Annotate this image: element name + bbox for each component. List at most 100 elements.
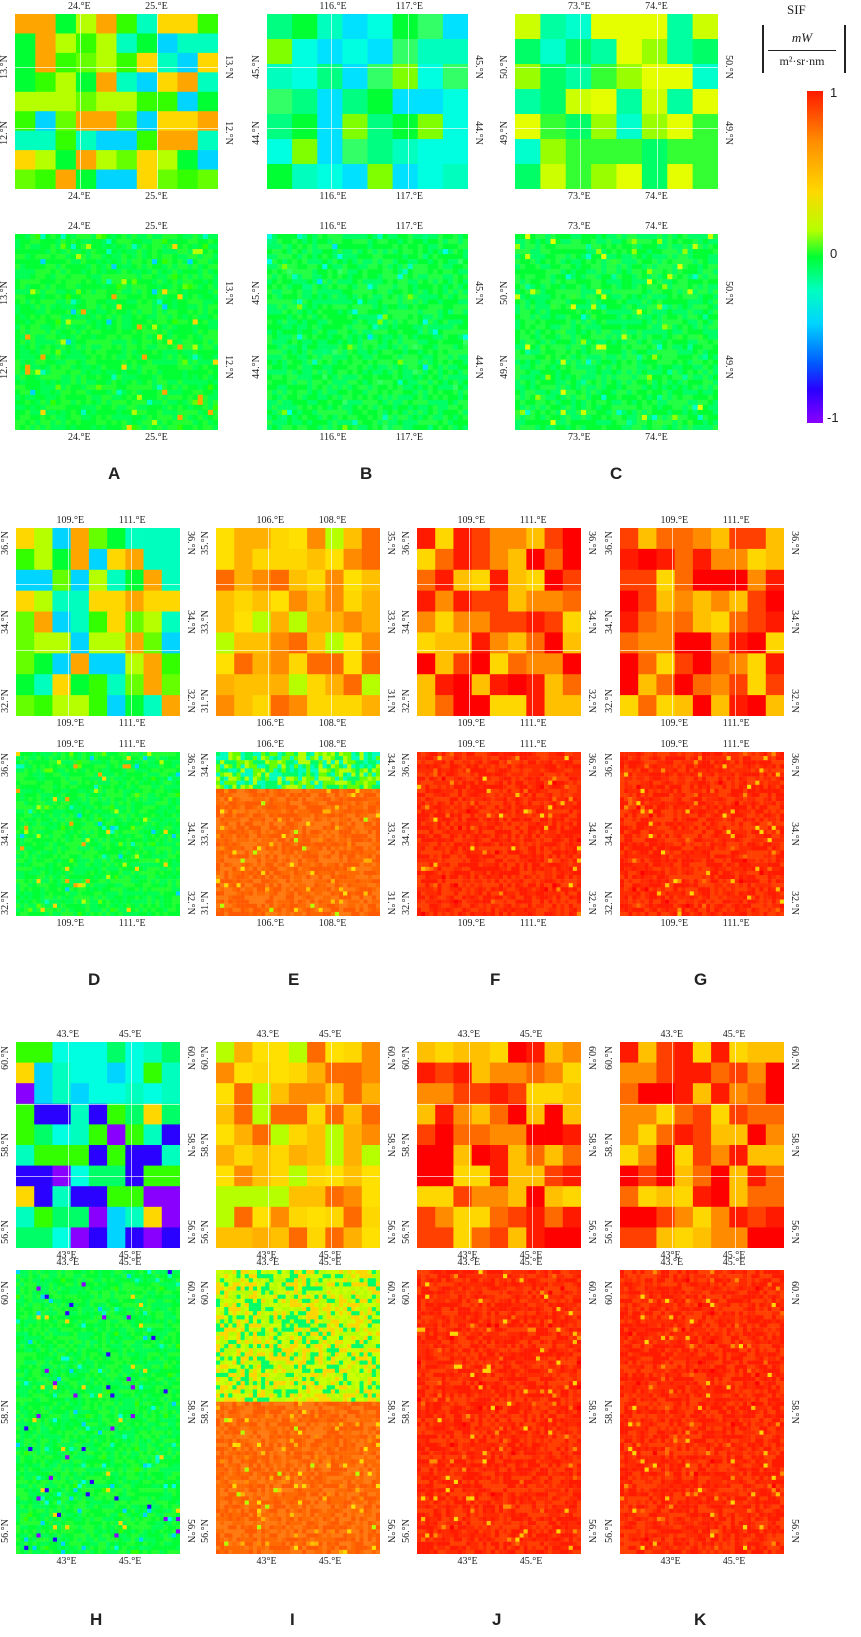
pixel (35, 259, 41, 265)
pixel (432, 349, 439, 355)
pixel (91, 254, 97, 260)
pixel (596, 334, 602, 340)
pixel (452, 314, 459, 320)
pixel (192, 269, 198, 275)
pixel (570, 329, 577, 335)
pixel (60, 369, 67, 375)
pixel (212, 369, 218, 375)
pixel (692, 284, 698, 290)
pixel (662, 289, 668, 295)
pixel (322, 334, 328, 340)
pixel (116, 329, 122, 335)
pixel (631, 289, 638, 295)
pixel (332, 394, 338, 401)
pixel (352, 254, 358, 260)
pixel (560, 329, 567, 335)
pixel (392, 254, 398, 260)
pixel (277, 419, 283, 426)
pixel (157, 294, 163, 300)
pixel (580, 419, 587, 426)
pixel (91, 269, 97, 275)
pixel (322, 419, 328, 426)
pixel (111, 324, 117, 330)
pixel (202, 344, 209, 350)
pixel (427, 399, 434, 406)
pixel (652, 354, 658, 360)
pixel (540, 329, 546, 335)
pixel (611, 424, 617, 430)
pixel (86, 394, 92, 401)
pixel (392, 389, 398, 396)
pixel (136, 264, 143, 270)
pixel (302, 249, 308, 255)
pixel (342, 284, 348, 290)
pixel (40, 359, 46, 365)
pixel (621, 374, 627, 380)
pixel (30, 249, 36, 255)
pixel (20, 384, 26, 391)
pixel (570, 394, 577, 401)
pixel (267, 334, 273, 340)
pixel (50, 304, 56, 310)
pixel (167, 334, 173, 340)
pixel (337, 394, 343, 401)
pixel (417, 289, 424, 295)
pixel (540, 404, 546, 411)
pixel (342, 64, 369, 90)
pixel (152, 269, 158, 275)
pixel (106, 259, 112, 265)
pixel (367, 14, 394, 40)
pixel (277, 264, 283, 270)
pixel (707, 294, 714, 300)
pixel (197, 329, 204, 335)
pixel (312, 259, 318, 265)
pixel (126, 314, 132, 320)
pixel (202, 354, 209, 360)
pixel (397, 389, 403, 396)
pixel (520, 359, 526, 365)
pixel (327, 259, 333, 265)
pixel (202, 264, 209, 270)
pixel (462, 249, 468, 255)
pixel (277, 259, 283, 265)
pixel (80, 369, 87, 375)
pixel (146, 359, 153, 365)
pixel (606, 354, 612, 360)
pixel (91, 249, 97, 255)
pixel (327, 379, 333, 386)
pixel (342, 389, 348, 396)
pixel (126, 254, 132, 260)
pixel (555, 274, 561, 280)
pixel (327, 374, 333, 380)
pixel (565, 319, 572, 325)
pixel (45, 349, 51, 355)
pixel (292, 234, 298, 240)
pixel (616, 14, 643, 40)
pixel (177, 354, 183, 360)
pixel (392, 324, 398, 330)
pixel (560, 274, 567, 280)
pixel (172, 274, 178, 280)
pixel (307, 244, 313, 250)
pixel (641, 324, 648, 330)
pixel (372, 419, 378, 426)
lon-tick-label: 74.°E (645, 2, 668, 12)
pixel (192, 324, 198, 330)
pixel (152, 339, 158, 345)
pixel (101, 399, 107, 406)
pixel (515, 314, 521, 320)
pixel (302, 234, 308, 240)
pixel (540, 349, 546, 355)
pixel (50, 269, 56, 275)
pixel (377, 329, 383, 335)
pixel (530, 369, 536, 375)
pixel (337, 424, 343, 430)
pixel (682, 244, 688, 250)
pixel (417, 114, 444, 140)
pixel (152, 359, 158, 365)
pixel (372, 349, 378, 355)
pixel (302, 384, 308, 391)
pixel (15, 344, 21, 350)
pixel (50, 324, 56, 330)
pixel (197, 72, 218, 93)
